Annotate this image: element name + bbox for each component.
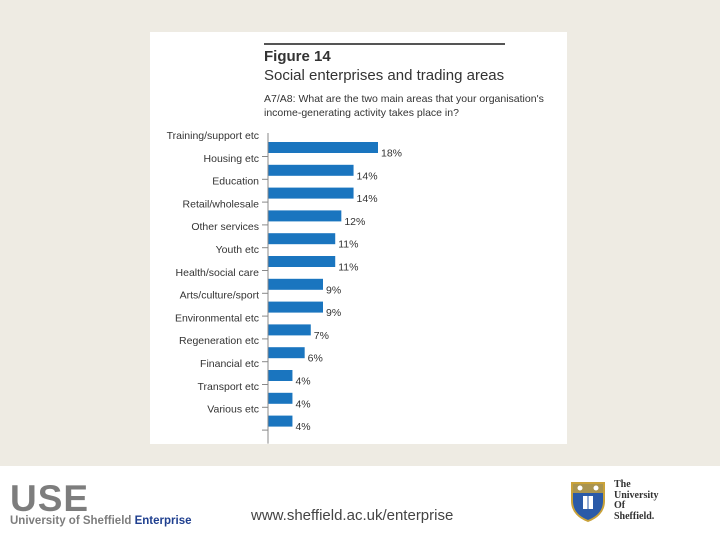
bar-5 — [268, 256, 336, 267]
value-label-7: 9% — [326, 307, 341, 319]
category-label-8: Environmental etc — [175, 312, 259, 324]
figure-rule — [264, 43, 505, 45]
university-crest-icon — [571, 482, 605, 523]
value-label-11: 4% — [295, 398, 310, 410]
university-name-line-4: Sheffield. — [614, 510, 655, 522]
category-label-7: Arts/culture/sport — [180, 290, 259, 302]
bar-3 — [268, 210, 342, 222]
value-label-6: 9% — [326, 284, 341, 296]
bar-4 — [268, 233, 336, 245]
value-label-5: 11% — [338, 262, 358, 274]
value-label-9: 6% — [308, 353, 323, 365]
bar-2 — [268, 187, 354, 199]
category-label-3: Retail/wholesale — [183, 198, 260, 210]
category-label-6: Health/social care — [176, 267, 260, 279]
bar-12 — [268, 415, 293, 427]
university-name: The University Of Sheffield. — [614, 479, 659, 522]
figure-card — [150, 32, 567, 444]
website-link[interactable]: www.sheffield.ac.uk/enterprise — [251, 507, 454, 524]
use-logo: USE — [10, 478, 90, 519]
category-label-11: Transport etc — [198, 381, 259, 393]
category-label-10: Financial etc — [200, 358, 259, 370]
value-label-0: 18% — [381, 148, 402, 160]
question-line-1: A7/A8: What are the two main areas that … — [264, 93, 544, 105]
value-label-8: 7% — [314, 330, 329, 342]
bar-10 — [268, 370, 293, 381]
bar-8 — [268, 324, 311, 336]
category-label-12: Various etc — [207, 404, 259, 416]
bar-7 — [268, 301, 323, 313]
bar-1 — [268, 164, 354, 176]
bar-6 — [268, 278, 323, 290]
value-label-10: 4% — [295, 376, 310, 388]
figure-title: Social enterprises and trading areas — [264, 67, 505, 84]
use-logo-subtitle-prefix: University of Sheffield — [10, 515, 135, 527]
value-label-4: 11% — [338, 239, 358, 251]
value-label-3: 12% — [344, 216, 365, 228]
university-name-line-3: Of — [614, 500, 626, 511]
figure-label: Figure 14 — [264, 48, 331, 65]
value-label-2: 14% — [357, 193, 378, 205]
category-label-4: Other services — [191, 221, 259, 233]
question-line-2: income-generating activity takes place i… — [264, 107, 459, 119]
value-label-1: 14% — [357, 170, 378, 182]
bar-11 — [268, 392, 293, 404]
category-label-5: Youth etc — [216, 244, 259, 256]
figure-question: A7/A8: What are the two main areas that … — [264, 92, 564, 120]
footer-bar — [0, 466, 720, 540]
university-name-line-1: The — [614, 479, 631, 490]
category-label-1: Housing etc — [204, 153, 259, 165]
bar-9 — [268, 347, 305, 359]
university-name-line-2: University — [614, 489, 659, 501]
use-logo-subtitle-accent: Enterprise — [134, 515, 192, 527]
category-label-2: Education — [212, 176, 259, 188]
bar-0 — [268, 142, 378, 153]
category-label-9: Regeneration etc — [179, 335, 259, 347]
use-logo-subtitle: University of Sheffield Enterprise — [10, 515, 192, 527]
value-label-12: 4% — [295, 421, 310, 433]
category-label-0: Training/support etc — [167, 130, 259, 142]
